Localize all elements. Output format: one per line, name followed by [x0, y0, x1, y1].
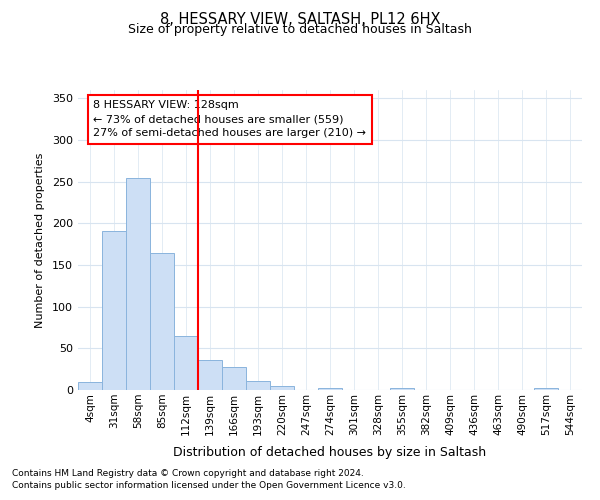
Text: 8, HESSARY VIEW, SALTASH, PL12 6HX: 8, HESSARY VIEW, SALTASH, PL12 6HX: [160, 12, 440, 28]
Bar: [126, 178, 150, 390]
Text: Contains HM Land Registry data © Crown copyright and database right 2024.: Contains HM Land Registry data © Crown c…: [12, 468, 364, 477]
Bar: [198, 360, 222, 390]
X-axis label: Distribution of detached houses by size in Saltash: Distribution of detached houses by size …: [173, 446, 487, 459]
Text: Size of property relative to detached houses in Saltash: Size of property relative to detached ho…: [128, 24, 472, 36]
Text: 8 HESSARY VIEW: 128sqm
← 73% of detached houses are smaller (559)
27% of semi-de: 8 HESSARY VIEW: 128sqm ← 73% of detached…: [93, 100, 366, 138]
Bar: [78, 382, 102, 390]
Y-axis label: Number of detached properties: Number of detached properties: [35, 152, 45, 328]
Bar: [102, 231, 126, 390]
Text: Contains public sector information licensed under the Open Government Licence v3: Contains public sector information licen…: [12, 481, 406, 490]
Bar: [150, 252, 174, 390]
Bar: [246, 381, 270, 390]
Bar: [390, 388, 414, 390]
Bar: [270, 386, 294, 390]
Bar: [222, 366, 246, 390]
Bar: [174, 336, 198, 390]
Bar: [534, 388, 558, 390]
Bar: [318, 388, 342, 390]
